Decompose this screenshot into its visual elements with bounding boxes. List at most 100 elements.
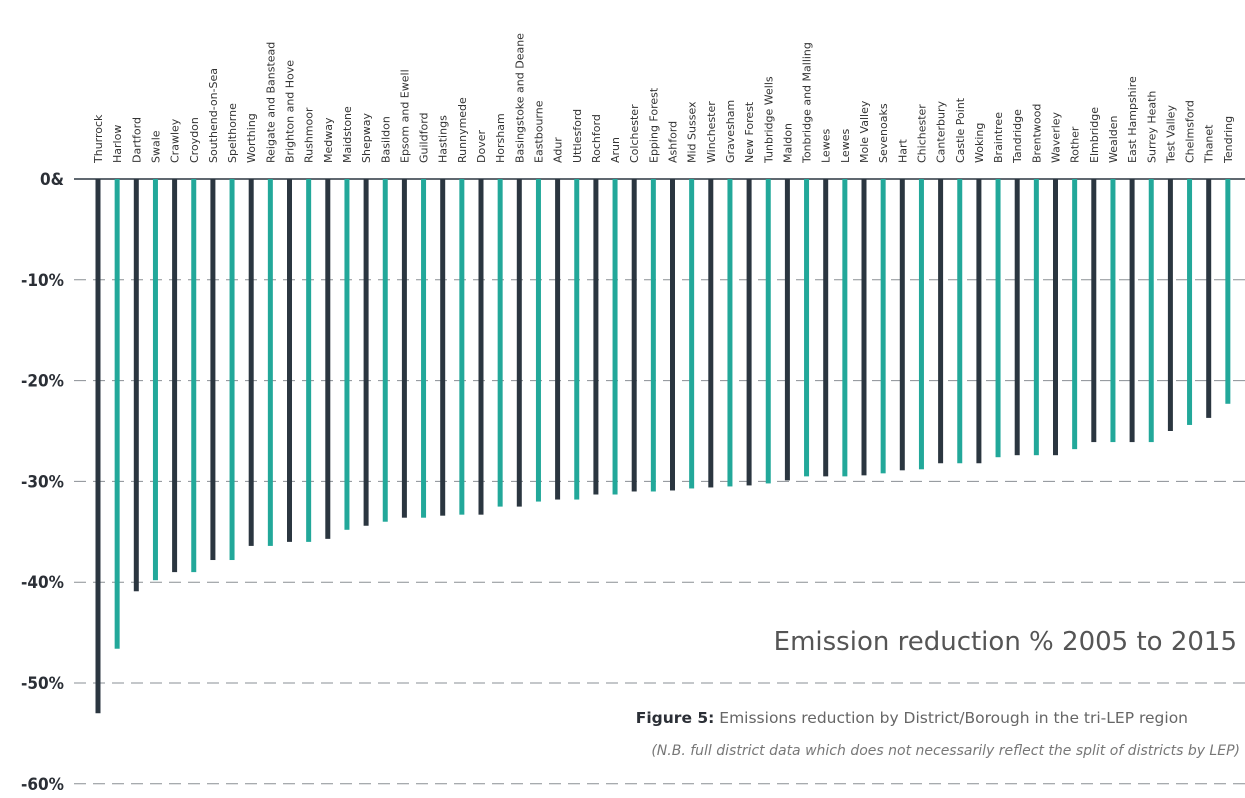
figure-label: Figure 5:: [636, 709, 715, 727]
bar: [593, 179, 599, 495]
category-label: Runnymede: [456, 97, 469, 163]
bars: [95, 179, 1231, 714]
bar: [306, 179, 312, 542]
bar: [191, 179, 197, 573]
bar: [287, 179, 292, 542]
category-label: Mole Valley: [858, 100, 871, 163]
category-label: Thurrock: [92, 114, 105, 164]
bar: [899, 179, 905, 471]
y-tick-label: -10%: [21, 271, 64, 291]
bar: [421, 179, 427, 518]
bar: [1167, 179, 1173, 431]
bar: [363, 179, 369, 526]
category-label: Epping Forest: [647, 87, 660, 163]
bar: [248, 179, 254, 546]
bar: [516, 179, 522, 507]
category-label: Horsham: [494, 113, 507, 163]
bar: [114, 179, 120, 649]
bar: [995, 179, 1001, 458]
bar: [440, 179, 446, 516]
bar: [1091, 179, 1097, 443]
bar: [555, 179, 561, 500]
bar: [1072, 179, 1078, 450]
bar: [650, 179, 656, 492]
category-label: Hastings: [437, 115, 450, 163]
bar: [612, 179, 618, 495]
bar: [478, 179, 484, 515]
category-label: Lewes: [839, 129, 852, 163]
category-label: Spelthorne: [226, 103, 239, 163]
bar: [325, 179, 331, 539]
category-label: Wealden: [1107, 115, 1120, 163]
bar: [842, 179, 848, 477]
category-label: Hart: [896, 138, 909, 163]
bar: [670, 179, 675, 491]
category-label: Surrey Heath: [1145, 91, 1158, 163]
bar: [172, 179, 178, 573]
category-label: Rushmoor: [303, 107, 316, 163]
bar: [804, 179, 810, 477]
category-label: Swale: [149, 130, 162, 163]
figure-text: Emissions reduction by District/Borough …: [714, 709, 1188, 727]
category-label: Shepway: [360, 113, 373, 163]
category-label: Southend-on-Sea: [207, 68, 220, 163]
category-label: Guildford: [418, 112, 431, 163]
category-label: Winchester: [705, 101, 718, 163]
y-axis: 0& -10% -20% -30% -40% -50% -60%: [21, 170, 64, 795]
chart-title: Emission reduction % 2005 to 2015: [774, 627, 1237, 657]
bar: [1014, 179, 1020, 456]
bar: [708, 179, 714, 488]
bar: [938, 179, 944, 464]
y-tick-label: 0&: [40, 170, 64, 190]
bar: [976, 179, 982, 464]
y-tick-label: -20%: [21, 372, 64, 392]
category-label: Braintree: [992, 112, 1005, 163]
category-label: Ashford: [667, 121, 680, 163]
category-label: East Hampshire: [1126, 76, 1139, 163]
category-label: Basingstoke and Deane: [513, 33, 526, 163]
bar: [727, 179, 733, 487]
y-tick-label: -40%: [21, 573, 64, 593]
category-label: Adur: [552, 137, 565, 163]
bar: [1187, 179, 1193, 425]
category-label: Brighton and Hove: [284, 60, 297, 163]
category-label: Medway: [322, 117, 335, 163]
bar: [1129, 179, 1135, 443]
y-tick-label: -30%: [21, 472, 64, 492]
category-label: Arun: [609, 137, 622, 163]
bar: [1225, 179, 1231, 404]
bar: [957, 179, 963, 464]
bar: [459, 179, 465, 515]
category-label: Canterbury: [935, 101, 948, 163]
bar: [918, 179, 924, 470]
category-label: Tonbridge and Malling: [801, 42, 814, 164]
category-label: Maldon: [781, 123, 794, 163]
bar: [133, 179, 139, 592]
category-label: Thanet: [1203, 124, 1216, 164]
bar: [1206, 179, 1212, 418]
category-label: Dover: [475, 130, 488, 163]
bar: [152, 179, 158, 581]
category-label: Colchester: [628, 104, 641, 163]
category-label: Chelmsford: [1184, 100, 1197, 163]
category-label: Woking: [973, 123, 986, 163]
category-label: Test Valley: [1164, 105, 1177, 164]
bar: [382, 179, 388, 522]
bar: [1053, 179, 1058, 456]
category-label: Castle Point: [954, 97, 967, 163]
bar: [1148, 179, 1154, 443]
bar: [784, 179, 790, 481]
category-label: Epsom and Ewell: [398, 69, 411, 163]
category-label: Elmbridge: [1088, 107, 1101, 163]
bar: [267, 179, 273, 546]
bar: [631, 179, 637, 492]
bar: [401, 179, 407, 518]
category-label: Rochford: [590, 114, 603, 163]
category-label: Harlow: [111, 125, 124, 163]
bar: [574, 179, 580, 500]
category-label: Reigate and Banstead: [264, 42, 277, 163]
bar: [880, 179, 886, 474]
category-labels: Thurrock Harlow Dartford Swale Crawley Croydo…: [92, 33, 1235, 164]
bar: [229, 179, 235, 561]
category-label: Worthing: [245, 113, 258, 163]
